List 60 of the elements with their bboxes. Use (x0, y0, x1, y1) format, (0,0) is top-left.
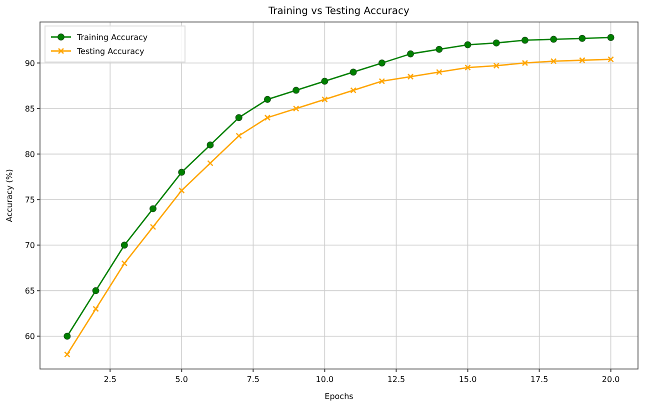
point (264, 114, 271, 121)
y-tick-label: 75 (24, 196, 35, 205)
point (464, 41, 472, 48)
point (607, 34, 614, 41)
point (178, 187, 185, 194)
point (321, 78, 328, 85)
point (207, 160, 214, 166)
point (121, 260, 128, 266)
y-tick-label: 65 (24, 286, 35, 296)
point (92, 287, 100, 294)
x-tick-label: 10.0 (316, 375, 334, 384)
point (236, 132, 242, 139)
y-tick-label: 85 (24, 104, 35, 114)
point (522, 60, 528, 66)
point (150, 224, 156, 230)
point (493, 62, 500, 69)
x-axis-title: Epochs (324, 392, 354, 401)
x-tick-label: 17.5 (530, 375, 548, 384)
x-tick-label: 2.5 (104, 375, 116, 384)
point (436, 46, 443, 53)
point (206, 141, 214, 148)
point (378, 59, 386, 66)
point (64, 332, 71, 340)
point (120, 242, 128, 249)
point (178, 168, 186, 176)
point (521, 36, 528, 44)
point (492, 39, 500, 46)
point (350, 87, 356, 94)
x-tick-label: 15.0 (458, 375, 477, 384)
point (550, 36, 558, 43)
chart-title: Training vs Testing Accuracy (268, 6, 410, 17)
point (292, 105, 300, 112)
point (464, 64, 471, 71)
point (436, 68, 442, 76)
point (292, 86, 300, 94)
legend-label: Training Accuracy (76, 33, 148, 42)
point (350, 68, 357, 76)
point (608, 56, 614, 62)
legend-label: Testing Accuracy (76, 47, 144, 56)
point (578, 34, 586, 42)
point (550, 58, 557, 64)
x-tick-label: 20.0 (602, 375, 620, 384)
point (322, 96, 328, 103)
y-tick-label: 80 (24, 150, 35, 160)
x-tick-label: 7.5 (246, 375, 260, 384)
y-tick-label: 70 (24, 241, 35, 250)
y-tick-label: 60 (24, 332, 35, 342)
point (378, 78, 386, 84)
point (407, 50, 414, 58)
point (92, 306, 99, 312)
point (264, 96, 271, 103)
point (579, 57, 586, 64)
y-axis-title: Accuracy (%) (5, 169, 14, 222)
point (235, 114, 242, 122)
x-tick-label: 12.5 (387, 375, 406, 384)
y-tick-label: 90 (24, 58, 35, 68)
point (407, 73, 414, 80)
point (64, 351, 70, 358)
point (150, 205, 157, 212)
x-tick-label: 5.0 (175, 375, 188, 384)
